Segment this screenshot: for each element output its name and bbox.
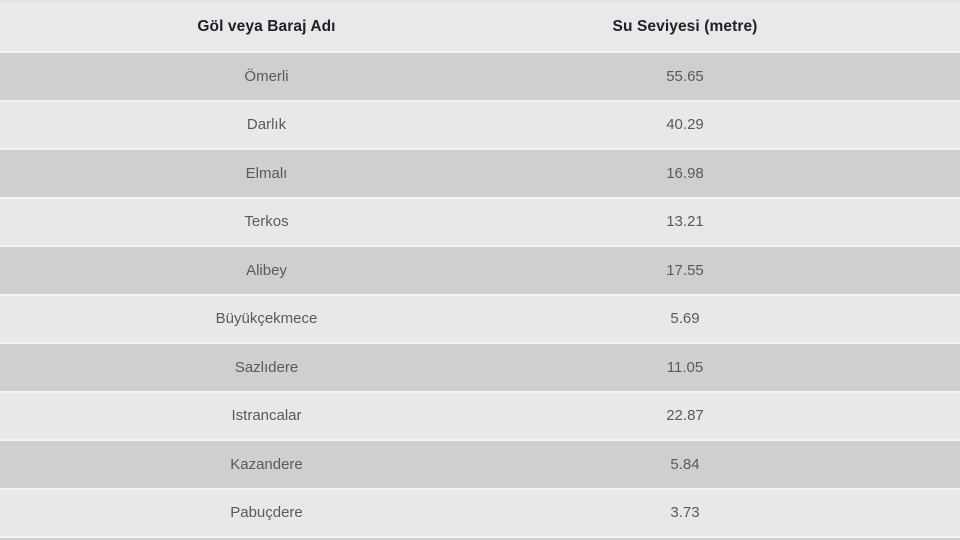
table-header-row: Göl veya Baraj Adı Su Seviyesi (metre) — [0, 0, 960, 51]
water-level-value: 16.98 — [666, 164, 704, 182]
water-level-value: 22.87 — [666, 407, 704, 425]
water-level-value: 40.29 — [666, 116, 704, 134]
lake-name: Büyükçekmece — [215, 310, 318, 328]
table-row-clipped — [0, 536, 960, 540]
table-row: Elmalı 16.98 — [0, 148, 960, 197]
table-row: Ömerli 55.65 — [0, 51, 960, 100]
water-level-value: 55.65 — [666, 67, 704, 85]
table-row: Büyükçekmece 5.69 — [0, 293, 960, 342]
water-level-value: 13.21 — [666, 213, 704, 231]
lake-name: Darlık — [246, 116, 287, 134]
lake-name: Ömerli — [244, 67, 289, 85]
table-row: Sazlıdere 11.05 — [0, 342, 960, 391]
lake-name: Alibey — [246, 261, 287, 279]
table-row: Istrancalar 22.87 — [0, 390, 960, 439]
water-level-value: 11.05 — [666, 358, 704, 376]
column-header-water-level: Su Seviyesi (metre) — [612, 17, 758, 35]
table-row: Pabuçdere 3.73 — [0, 487, 960, 536]
lake-name: Sazlıdere — [234, 358, 299, 376]
water-level-value: 5.69 — [670, 310, 700, 328]
lake-name: Kazandere — [230, 455, 303, 473]
lake-name: Elmalı — [245, 164, 288, 182]
water-level-value: 17.55 — [666, 261, 704, 279]
water-level-value: 5.84 — [670, 455, 700, 473]
water-level-value: 3.73 — [670, 504, 700, 522]
lake-name: Istrancalar — [231, 407, 302, 425]
table-row: Alibey 17.55 — [0, 245, 960, 294]
lake-name: Terkos — [244, 213, 289, 231]
table-row: Terkos 13.21 — [0, 196, 960, 245]
table-row: Darlık 40.29 — [0, 99, 960, 148]
table-row: Kazandere 5.84 — [0, 439, 960, 488]
column-header-lake-name: Göl veya Baraj Adı — [197, 17, 336, 35]
lake-name: Pabuçdere — [230, 504, 303, 522]
